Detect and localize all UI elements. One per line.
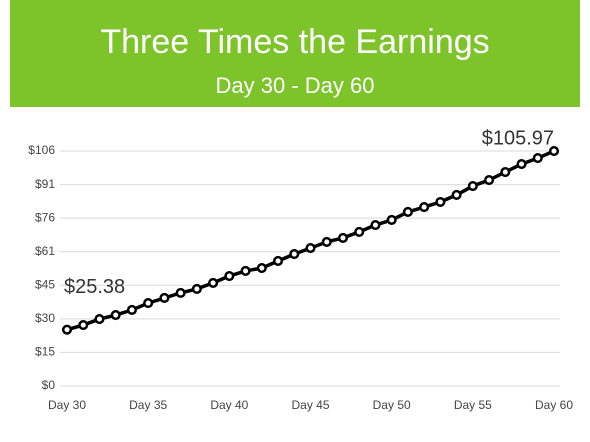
y-tick-label: $61 [35,244,55,258]
y-tick-label: $91 [35,177,55,191]
point [354,226,365,237]
y-tick-label: $106 [28,143,55,157]
data-label: $105.97 [482,127,554,149]
point [191,283,202,294]
y-tick-label: $0 [42,378,56,392]
point [548,146,560,157]
y-tick-label: $15 [35,345,55,359]
point [224,270,235,282]
point [175,287,186,298]
chart-subtitle: Day 30 - Day 60 [216,73,375,98]
point [143,298,154,309]
point [419,202,430,213]
point [272,255,284,267]
point [110,310,121,321]
point [484,174,495,186]
point [94,313,105,325]
point [240,265,251,276]
point [435,196,446,208]
header-band [10,0,580,107]
y-tick-label: $45 [35,277,55,291]
x-tick-label: Day 55 [454,398,492,412]
point [386,214,397,225]
point [516,159,527,170]
chart-title: Three Times the Earnings [100,23,489,61]
point [451,189,462,200]
point [289,249,300,260]
point [467,180,478,192]
point [402,206,413,218]
x-tick-label: Day 40 [210,398,248,412]
point [159,292,170,304]
x-tick-label: Day 30 [48,398,86,412]
point [337,232,349,243]
point [500,167,511,178]
point [256,263,267,274]
point [126,304,137,316]
point [370,219,381,231]
point [321,236,332,247]
data-label: $25.38 [64,276,125,298]
line [66,149,555,332]
x-tick-label: Day 60 [535,398,573,412]
point [305,243,316,254]
point [532,153,543,164]
x-tick-label: Day 35 [129,398,167,412]
x-tick-label: Day 45 [291,398,329,412]
point [78,319,89,331]
y-tick-label: $30 [35,311,55,325]
point [208,277,219,288]
point [61,324,73,335]
x-tick-label: Day 50 [373,398,411,412]
y-tick-label: $76 [35,210,55,224]
